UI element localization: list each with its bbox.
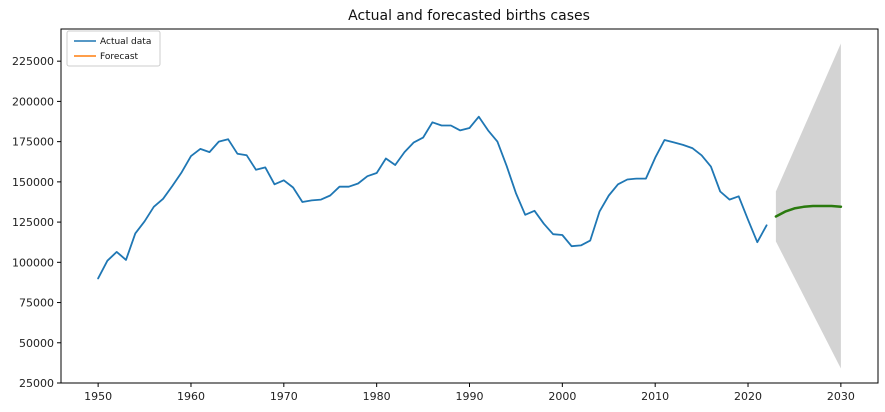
y-tick-label-50000: 50000 — [19, 337, 54, 350]
y-tick-label-75000: 75000 — [19, 297, 54, 310]
x-tick-label-2020: 2020 — [734, 390, 762, 403]
x-tick-label-1960: 1960 — [177, 390, 205, 403]
legend-box — [66, 30, 161, 67]
x-tick-label-2030: 2030 — [827, 390, 855, 403]
y-tick-label-175000: 175000 — [12, 136, 54, 149]
x-tick-label-1970: 1970 — [270, 390, 298, 403]
y-tick-label-100000: 100000 — [12, 256, 54, 269]
series-layer — [97, 115, 843, 280]
x-tick-label-1980: 1980 — [363, 390, 391, 403]
series-line-actual — [97, 115, 768, 280]
y-tick-label-25000: 25000 — [19, 377, 54, 390]
x-tick-label-2010: 2010 — [641, 390, 669, 403]
y-tick-label-150000: 150000 — [12, 176, 54, 189]
y-tick-label-200000: 200000 — [12, 95, 54, 108]
y-tick-label-125000: 125000 — [12, 216, 54, 229]
x-tick-label-1990: 1990 — [456, 390, 484, 403]
chart-title: Actual and forecasted births cases — [348, 8, 590, 24]
legend-label-forecast: Forecast — [100, 52, 139, 62]
x-tick-label-2000: 2000 — [548, 390, 576, 403]
legend-label-actual: Actual data — [100, 37, 151, 47]
plot-frame — [60, 28, 879, 384]
y-tick-label-225000: 225000 — [12, 55, 54, 68]
legend: Actual data Forecast — [66, 30, 161, 67]
x-tick-label-1950: 1950 — [84, 390, 112, 403]
axes-layer — [60, 28, 879, 384]
series-line-forecast — [774, 204, 843, 218]
ticks-layer: 1950 1960 1970 1980 1990 2000 2010 2020 2030 2500… — [12, 55, 855, 403]
